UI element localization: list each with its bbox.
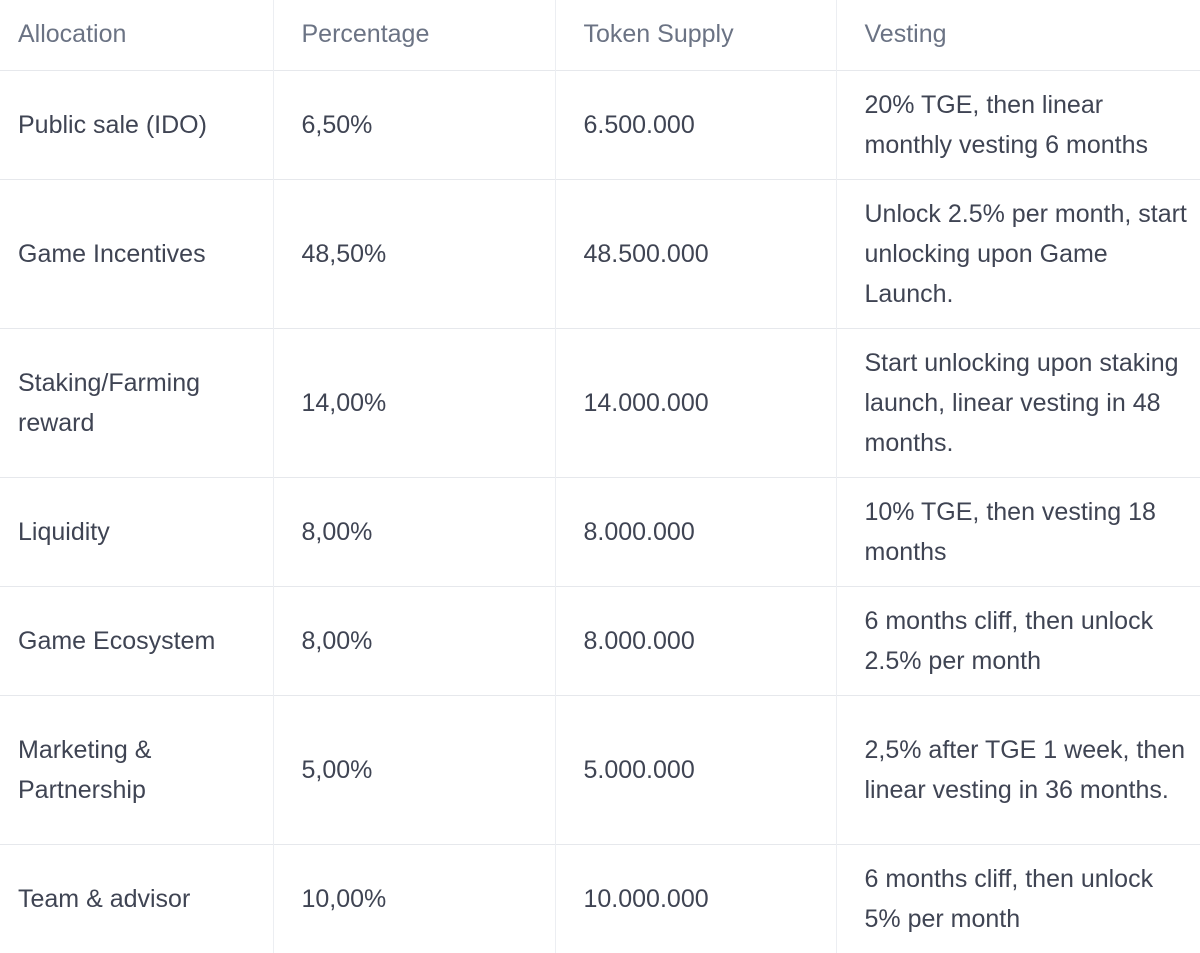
table-row: Game Incentives 48,50% 48.500.000 Unlock… (0, 178, 1200, 328)
cell-vesting: 10% TGE, then vesting 18 months (835, 476, 1200, 586)
cell-token-supply: 5.000.000 (554, 694, 836, 844)
table-row: Liquidity 8,00% 8.000.000 10% TGE, then … (0, 476, 1200, 586)
cell-token-supply: 48.500.000 (554, 178, 836, 328)
cell-token-supply: 10.000.000 (554, 843, 836, 953)
cell-allocation: Game Incentives (0, 178, 273, 328)
cell-vesting: 20% TGE, then linear monthly vesting 6 m… (835, 69, 1200, 179)
cell-percentage: 8,00% (272, 476, 555, 586)
cell-percentage: 5,00% (272, 694, 555, 844)
column-header-vesting: Vesting (835, 0, 1200, 70)
cell-allocation: Public sale (IDO) (0, 69, 273, 179)
table-row: Marketing & Partnership 5,00% 5.000.000 … (0, 694, 1200, 844)
column-header-token-supply: Token Supply (554, 0, 836, 70)
header-row: Allocation Percentage Token Supply Vesti… (0, 0, 1200, 70)
table-row: Game Ecosystem 8,00% 8.000.000 6 months … (0, 585, 1200, 695)
cell-allocation: Team & advisor (0, 843, 273, 953)
cell-token-supply: 14.000.000 (554, 327, 836, 477)
cell-vesting: 2,5% after TGE 1 week, then linear vesti… (835, 694, 1200, 844)
cell-vesting: Start unlocking upon staking launch, lin… (835, 327, 1200, 477)
cell-allocation: Game Ecosystem (0, 585, 273, 695)
cell-percentage: 14,00% (272, 327, 555, 477)
cell-vesting: 6 months cliff, then unlock 2.5% per mon… (835, 585, 1200, 695)
cell-token-supply: 8.000.000 (554, 476, 836, 586)
column-header-percentage: Percentage (272, 0, 555, 70)
table-row: Staking/Farming reward 14,00% 14.000.000… (0, 327, 1200, 477)
cell-vesting: Unlock 2.5% per month, start unlocking u… (835, 178, 1200, 328)
cell-percentage: 8,00% (272, 585, 555, 695)
cell-percentage: 10,00% (272, 843, 555, 953)
table-header: Allocation Percentage Token Supply Vesti… (0, 0, 1200, 70)
cell-token-supply: 6.500.000 (554, 69, 836, 179)
cell-allocation: Marketing & Partnership (0, 694, 273, 844)
cell-percentage: 6,50% (272, 69, 555, 179)
cell-percentage: 48,50% (272, 178, 555, 328)
cell-vesting: 6 months cliff, then unlock 5% per month (835, 843, 1200, 953)
table-row: Public sale (IDO) 6,50% 6.500.000 20% TG… (0, 69, 1200, 179)
column-header-allocation: Allocation (18, 19, 127, 48)
cell-allocation: Liquidity (0, 476, 273, 586)
table-row: Team & advisor 10,00% 10.000.000 6 month… (0, 843, 1200, 953)
table-body: Public sale (IDO) 6,50% 6.500.000 20% TG… (0, 69, 1200, 953)
cell-token-supply: 8.000.000 (554, 585, 836, 695)
cell-allocation: Staking/Farming reward (0, 327, 273, 477)
